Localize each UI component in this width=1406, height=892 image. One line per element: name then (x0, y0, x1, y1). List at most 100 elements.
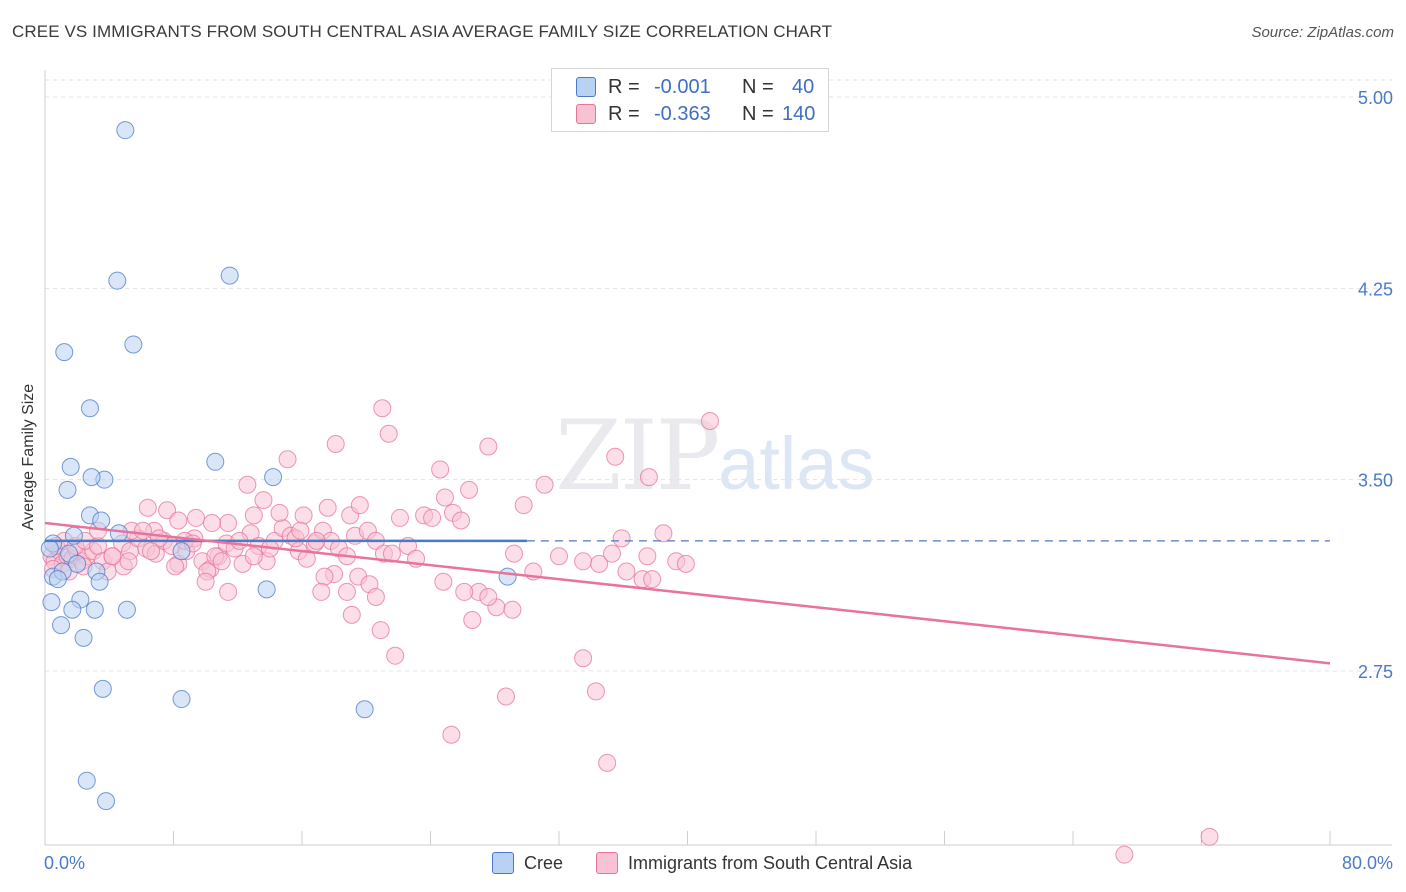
immigrants-point (503, 600, 522, 619)
immigrants-point (574, 552, 593, 571)
cree-point (90, 572, 109, 591)
immigrants-point (254, 491, 273, 510)
cree-point (92, 511, 111, 530)
immigrants-point (244, 506, 263, 525)
cree-point (93, 679, 112, 698)
immigrants-point (103, 547, 122, 566)
immigrants-point (612, 529, 631, 548)
watermark: ZIPatlas (555, 400, 875, 512)
immigrants-point (337, 582, 356, 601)
y-tick-label: 4.25 (1358, 279, 1393, 299)
cree-point (264, 468, 283, 487)
immigrants-point (138, 498, 157, 517)
immigrants-point (1115, 845, 1134, 864)
immigrants-point (586, 682, 605, 701)
immigrants-point (496, 687, 515, 706)
immigrants-point (455, 582, 474, 601)
immigrants-swatch (576, 104, 596, 124)
cree-swatch (492, 852, 514, 874)
cree-point (116, 121, 135, 140)
watermark-zip: ZIP (555, 400, 720, 512)
cree-point (74, 628, 93, 647)
immigrants-point (297, 549, 316, 568)
series-legend: Cree Immigrants from South Central Asia (0, 852, 1406, 878)
cree-point (257, 580, 276, 599)
cree-point (63, 600, 82, 619)
immigrants-point (442, 725, 461, 744)
immigrants-point (603, 544, 622, 563)
cree-point (117, 600, 136, 619)
immigrants-point (186, 508, 205, 527)
immigrants-point (654, 524, 673, 543)
cree-point (172, 690, 191, 709)
immigrants-point (119, 552, 138, 571)
immigrants-point (238, 475, 257, 494)
immigrants-point (535, 475, 554, 494)
immigrants-point (434, 572, 453, 591)
cree-swatch (576, 77, 596, 97)
cree-point (172, 542, 191, 561)
cree-point (61, 457, 80, 476)
x-tick-label-max: 80.0% (1342, 853, 1393, 873)
immigrants-point (423, 508, 442, 527)
cree-point (68, 554, 87, 573)
immigrants-point (574, 649, 593, 668)
immigrants-point (700, 411, 719, 430)
immigrants-point (606, 447, 625, 466)
y-tick-label: 2.75 (1358, 662, 1393, 682)
immigrants-point (219, 582, 238, 601)
cree-point (108, 271, 127, 290)
immigrants-point (278, 450, 297, 469)
legend-row-immigrants: R = -0.363 N = 140 (576, 101, 815, 127)
cree-point (85, 600, 104, 619)
immigrants-point (617, 562, 636, 581)
immigrants-point (219, 514, 238, 533)
immigrants-point (291, 521, 310, 540)
immigrants-point (294, 506, 313, 525)
r-value: -0.001 (654, 75, 711, 98)
cree-point (55, 343, 74, 362)
r-label: R = (608, 102, 640, 125)
y-tick-label: 3.50 (1358, 471, 1393, 491)
immigrants-point (315, 567, 334, 586)
immigrants-point (342, 605, 361, 624)
legend-label-immigrants: Immigrants from South Central Asia (628, 852, 913, 873)
n-label: N = (742, 75, 774, 98)
immigrants-point (142, 542, 161, 561)
cree-point (77, 771, 96, 790)
immigrants-point (638, 547, 657, 566)
data-points (40, 121, 1219, 864)
immigrants-point (514, 496, 533, 515)
immigrants-point (676, 554, 695, 573)
correlation-legend: R = -0.001 N = 40 R = -0.363 N = 140 (551, 68, 829, 132)
immigrants-point (643, 570, 662, 589)
cree-point (40, 539, 59, 558)
trend-lines (44, 521, 1331, 665)
immigrants-point (244, 547, 263, 566)
chart-title: CREE VS IMMIGRANTS FROM SOUTH CENTRAL AS… (12, 22, 833, 41)
immigrants-point (350, 496, 369, 515)
immigrants-point (158, 501, 177, 520)
immigrants-point (639, 468, 658, 487)
immigrants-point (435, 488, 454, 507)
n-label: N = (742, 102, 774, 125)
cree-point (52, 616, 71, 635)
x-tick-label-min: 0.0% (44, 853, 85, 873)
immigrants-point (1200, 827, 1219, 846)
gridlines (45, 79, 1392, 672)
cree-point (124, 335, 143, 354)
immigrants-point (550, 547, 568, 566)
immigrants-point (379, 424, 398, 443)
immigrants-point (452, 511, 471, 530)
cree-point (206, 452, 225, 471)
watermark-atlas: atlas (718, 422, 875, 505)
y-tick-label: 5.00 (1358, 88, 1393, 108)
immigrants-point (212, 552, 231, 571)
r-label: R = (608, 75, 640, 98)
immigrants-point (479, 588, 498, 607)
cree-point (97, 792, 116, 811)
cree-point (498, 567, 517, 586)
cree-point (355, 700, 374, 719)
n-value: 140 (782, 102, 816, 125)
